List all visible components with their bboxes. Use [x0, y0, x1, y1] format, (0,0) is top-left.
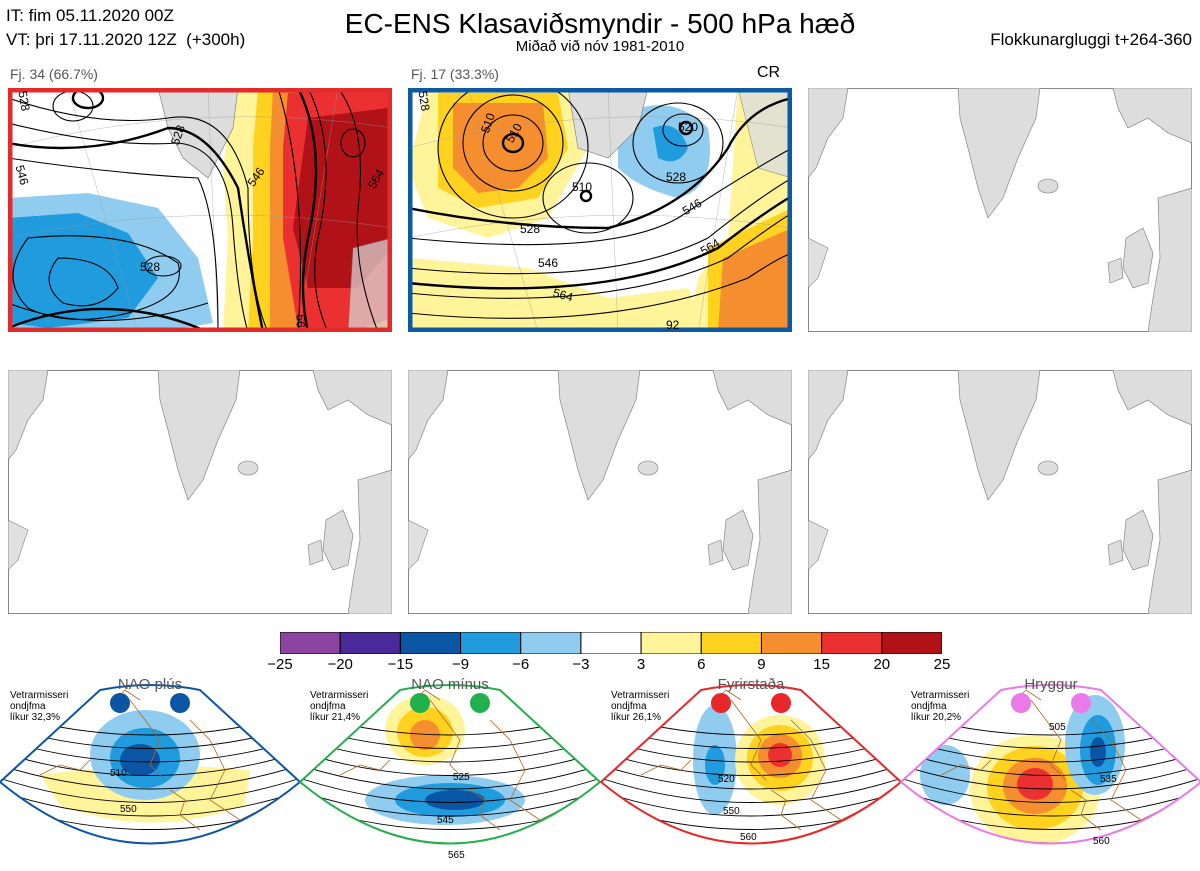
colorbar-tick: −6: [512, 656, 530, 673]
regime-statistics-line: ondjfma: [310, 701, 346, 712]
colorbar-swatch: [760, 631, 823, 655]
empty-map-panel: [408, 370, 792, 614]
regime-marker-dot: [771, 693, 791, 713]
regime-statistics-line: Vetrarmisseri: [310, 690, 369, 701]
regime-statistics: Vetrarmisseri ondjfma líkur 20,2%: [911, 690, 969, 723]
page-title: EC-ENS Klasaviðsmyndir - 500 hPa hæð: [344, 8, 856, 39]
regime-title: Fyrirstaða: [717, 676, 785, 693]
colorbar-tick: −25: [267, 656, 293, 673]
regime-contour-label: 525: [453, 772, 470, 783]
contour-label: 56: [293, 314, 308, 328]
empty-map-panel: [8, 370, 392, 614]
panel-1-label: Fj. 34 (66.7%): [10, 66, 98, 82]
regime-title: NAO mínus: [411, 676, 489, 693]
colorbar-tick: −15: [387, 656, 414, 673]
map-panel-cluster-2: 528 510 510 520 510 528 546 528 546 564 …: [408, 88, 792, 332]
colorbar-swatch: [279, 631, 341, 655]
contour-label: 520: [678, 120, 699, 134]
regime-statistics-line: líkur 32,3%: [10, 712, 61, 723]
regime-marker-dot: [711, 693, 731, 713]
regime-statistics-line: líkur 21,4%: [310, 712, 361, 723]
regime-contour-label: 505: [1049, 722, 1066, 733]
colorbar-swatch: [520, 631, 582, 655]
colorbar-swatch: [339, 631, 401, 655]
regime-contour-label: 560: [740, 832, 757, 843]
colorbar-tick: 3: [636, 656, 646, 673]
regime-contour-label: 560: [1093, 836, 1110, 847]
regime-marker-dot: [110, 693, 130, 713]
contour-label: 528: [520, 222, 541, 236]
colorbar-tick: −20: [327, 656, 353, 673]
colorbar-swatch: [881, 631, 943, 655]
colorbar-tick: 15: [813, 656, 830, 673]
colorbar-tick: −9: [451, 656, 470, 673]
regime-marker-dot: [470, 693, 490, 713]
regime-contour-label: 545: [437, 815, 454, 826]
contour-label: 528: [140, 260, 161, 274]
regime-statistics-line: ondjfma: [911, 701, 947, 712]
regime-contour-label: 550: [120, 804, 137, 815]
regime-contour-label: 550: [723, 806, 740, 817]
regime-statistics-line: ondjfma: [10, 701, 46, 712]
regime-statistics-line: ondjfma: [611, 701, 647, 712]
regime-title: NAO plús: [117, 676, 183, 693]
regime-statistics-line: líkur 26,1%: [611, 712, 662, 723]
regime-statistics-line: Vetrarmisseri: [611, 690, 670, 701]
regime-statistics-line: Vetrarmisseri: [911, 690, 970, 701]
colorbar-tick: 20: [873, 656, 891, 673]
regime-statistics: Vetrarmisseri ondjfma líkur 26,1%: [611, 690, 669, 723]
map-panel-cluster-1: 528 546 528 546 528 564 56: [8, 88, 392, 332]
regime-marker-dot: [410, 693, 430, 713]
page-subtitle: Miðað við nóv 1981-2010: [515, 38, 685, 55]
panel-2-label: Fj. 17 (33.3%): [411, 66, 499, 82]
init-time: IT: fim 05.11.2020 00Z: [6, 6, 174, 25]
contour-label: 528: [666, 170, 687, 184]
colorbar-swatch: [460, 631, 522, 655]
colorbar-tick: 6: [697, 656, 706, 673]
colorbar-swatch: [821, 631, 883, 655]
anomaly-colorbar: [279, 631, 943, 655]
colorbar-swatch: [700, 631, 762, 655]
regime-contour-label: 565: [448, 850, 465, 861]
regime-marker-dot: [170, 693, 190, 713]
regime-statistics: Vetrarmisseri ondjfma líkur 21,4%: [310, 690, 368, 723]
regime-marker-dot: [1011, 693, 1031, 713]
contour-label: 510: [572, 180, 593, 194]
colorbar-tick: −3: [572, 656, 590, 673]
regime-statistics-line: Vetrarmisseri: [10, 690, 69, 701]
regime-contour-label: 535: [1100, 774, 1117, 785]
contour-label: 546: [538, 256, 559, 270]
regime-contour-label: 520: [718, 774, 735, 785]
colorbar-swatch: [580, 631, 642, 655]
regime-statistics-line: líkur 20,2%: [911, 712, 962, 723]
empty-map-panel: [808, 370, 1192, 614]
valid-time: VT: þri 17.11.2020 12Z (+300h): [6, 30, 246, 49]
contour-label: 92: [666, 318, 680, 332]
regime-title: Hryggur: [1024, 676, 1078, 693]
classification-window: Flokkunargluggi t+264-360: [990, 30, 1192, 49]
panel-2-tag: CR: [757, 64, 781, 81]
colorbar-swatch: [640, 631, 702, 655]
colorbar-tick: 9: [757, 656, 766, 673]
regime-contour-label: 510: [110, 768, 127, 779]
regime-statistics: Vetrarmisseri ondjfma líkur 32,3%: [10, 690, 68, 723]
colorbar-tick: 25: [933, 656, 951, 673]
empty-map-panel: [808, 88, 1192, 332]
regime-marker-dot: [1071, 693, 1091, 713]
colorbar-swatch: [399, 631, 462, 655]
